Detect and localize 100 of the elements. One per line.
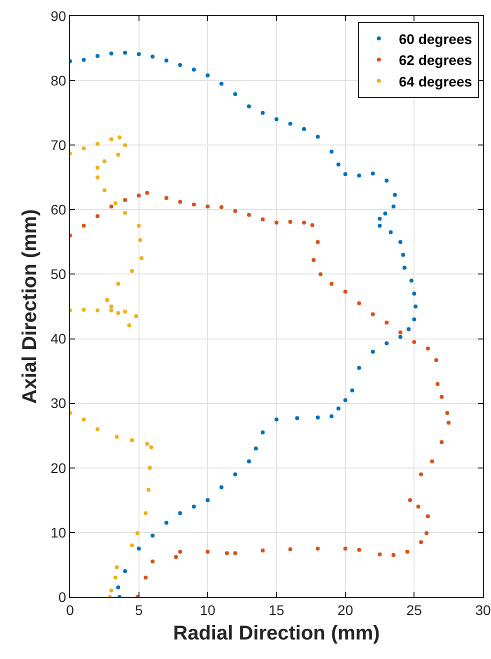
point bbox=[109, 304, 114, 308]
point bbox=[174, 554, 178, 559]
x-tick-label: 25 bbox=[406, 602, 422, 618]
point bbox=[102, 159, 106, 164]
point bbox=[398, 330, 402, 334]
point bbox=[412, 340, 416, 344]
x-tick-label: 5 bbox=[134, 602, 143, 618]
point bbox=[357, 301, 362, 306]
point bbox=[343, 290, 348, 294]
legend-label: 64 degrees bbox=[398, 73, 472, 90]
point bbox=[405, 550, 410, 554]
point bbox=[82, 146, 86, 150]
point bbox=[426, 346, 430, 350]
point bbox=[219, 205, 224, 210]
point bbox=[164, 196, 168, 200]
point bbox=[82, 224, 86, 228]
point bbox=[288, 220, 292, 224]
point bbox=[446, 420, 451, 425]
point bbox=[148, 466, 152, 470]
point bbox=[408, 498, 412, 502]
point bbox=[430, 459, 434, 464]
point bbox=[436, 382, 440, 386]
point bbox=[246, 212, 251, 217]
point bbox=[140, 256, 144, 260]
y-tick-label: 90 bbox=[50, 8, 66, 24]
point bbox=[392, 553, 396, 558]
point bbox=[144, 576, 148, 580]
point bbox=[113, 201, 118, 206]
point bbox=[96, 142, 100, 146]
point bbox=[206, 550, 210, 554]
point bbox=[118, 135, 122, 140]
point bbox=[312, 258, 316, 262]
point bbox=[82, 417, 86, 422]
point bbox=[96, 175, 100, 180]
point bbox=[178, 550, 182, 554]
point bbox=[288, 547, 292, 552]
point bbox=[318, 272, 323, 276]
y-tick-label: 20 bbox=[50, 460, 66, 476]
point bbox=[445, 411, 450, 416]
point bbox=[123, 143, 128, 148]
y-tick-label: 50 bbox=[50, 266, 66, 282]
point bbox=[357, 548, 362, 552]
point bbox=[316, 240, 320, 244]
y-tick-label: 80 bbox=[50, 72, 66, 88]
point bbox=[316, 546, 320, 551]
point bbox=[96, 427, 100, 432]
point bbox=[206, 204, 210, 208]
y-axis-title: Axial Direction (mm) bbox=[19, 209, 42, 404]
y-tick-label: 0 bbox=[58, 588, 66, 605]
point bbox=[440, 440, 444, 444]
point bbox=[192, 202, 196, 206]
x-tick-label: 30 bbox=[475, 602, 491, 618]
point bbox=[116, 282, 120, 286]
point bbox=[178, 200, 182, 204]
point bbox=[233, 208, 238, 213]
point bbox=[419, 540, 424, 544]
point bbox=[130, 268, 134, 273]
point bbox=[260, 548, 265, 553]
point bbox=[136, 193, 141, 198]
point bbox=[419, 472, 424, 476]
point bbox=[426, 514, 430, 518]
y-tick-label: 60 bbox=[50, 202, 66, 218]
point bbox=[127, 323, 132, 328]
point bbox=[130, 438, 134, 442]
legend-label: 60 degrees bbox=[398, 30, 472, 47]
point bbox=[440, 394, 444, 399]
point bbox=[109, 204, 114, 208]
point bbox=[145, 190, 150, 195]
point bbox=[109, 588, 114, 593]
point bbox=[113, 576, 118, 580]
point bbox=[149, 445, 154, 450]
point bbox=[378, 552, 382, 556]
point bbox=[138, 238, 142, 242]
point bbox=[135, 531, 140, 536]
point bbox=[116, 152, 120, 157]
point bbox=[96, 214, 100, 218]
point bbox=[416, 504, 420, 509]
point bbox=[82, 308, 86, 312]
point bbox=[114, 565, 119, 570]
point bbox=[310, 223, 314, 228]
point bbox=[123, 210, 128, 215]
point bbox=[123, 198, 128, 202]
point bbox=[105, 298, 110, 302]
point bbox=[343, 546, 348, 551]
y-tick-label: 10 bbox=[50, 524, 66, 540]
point bbox=[130, 543, 134, 548]
point bbox=[96, 308, 100, 312]
point bbox=[109, 137, 114, 142]
x-axis-title: Radial Direction (mm) bbox=[173, 622, 380, 644]
point bbox=[114, 434, 119, 439]
y-tick-label: 40 bbox=[50, 330, 66, 347]
point bbox=[384, 320, 389, 325]
point bbox=[370, 312, 375, 316]
point bbox=[146, 488, 150, 492]
point bbox=[134, 314, 138, 318]
point bbox=[233, 551, 238, 556]
point bbox=[116, 310, 120, 315]
y-tick-label: 70 bbox=[50, 137, 66, 154]
point bbox=[123, 310, 128, 314]
x-tick-label: 15 bbox=[268, 602, 284, 618]
